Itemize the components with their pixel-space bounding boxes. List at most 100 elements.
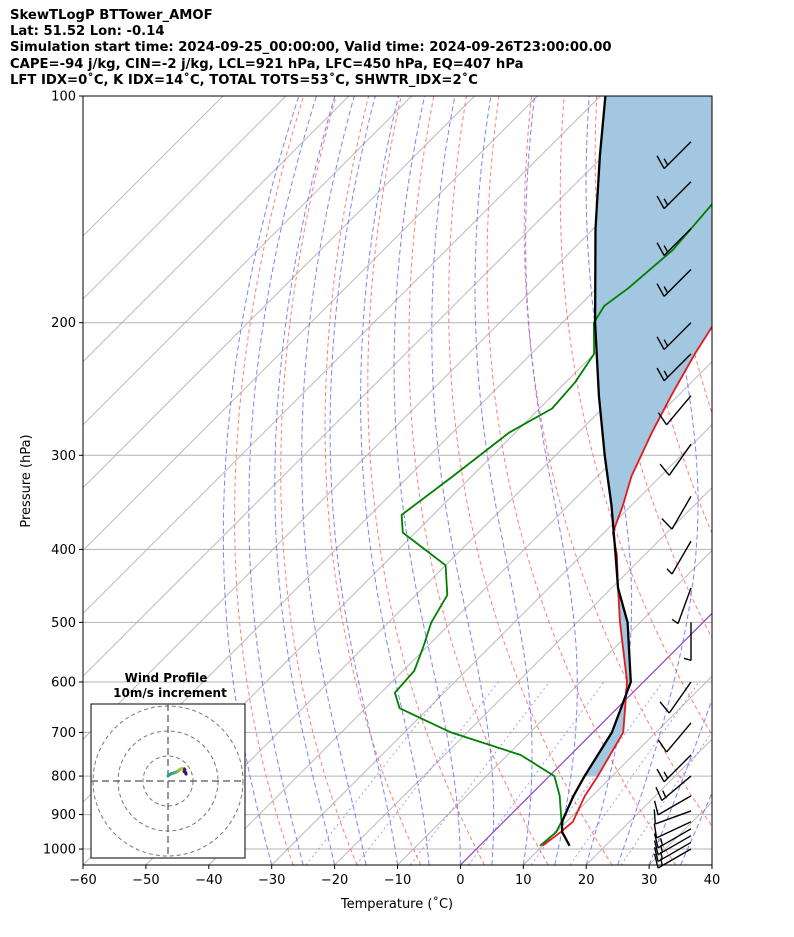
station-location: Lat: 51.52 Lon: -0.14: [10, 24, 165, 40]
dry-adiabat-line: [727, 96, 794, 865]
moist-adiabat-line: [617, 96, 699, 865]
wind-barb-flag: [653, 809, 656, 824]
isotherm-line: [83, 96, 224, 237]
wind-barb-staff: [677, 587, 692, 624]
isotherm-line: [711, 864, 712, 865]
wind-barb: [653, 795, 692, 816]
wind-barb-half-flag: [666, 568, 673, 575]
wind-barb: [656, 181, 692, 210]
dry-adiabat-line: [486, 96, 677, 865]
wind-barb-half-flag: [671, 618, 679, 625]
wind-barb-half-flag: [663, 245, 669, 253]
mixing-ratio-line: [410, 681, 550, 865]
isotherm-line: [522, 675, 712, 865]
wind-barb-flag: [653, 853, 659, 869]
mixing-ratio-line: [530, 681, 664, 865]
dry-adiabat-line: [628, 96, 712, 535]
dry-adiabat-line: [408, 96, 549, 865]
moist-adiabat-line: [744, 96, 794, 865]
isotherm-line: [145, 298, 712, 865]
wind-barb-half-flag: [663, 370, 669, 378]
x-tick-label: −60: [69, 873, 96, 888]
isotherm-zero-line: [459, 612, 712, 865]
simulation-times: Simulation start time: 2024-09-25_00:00:…: [10, 40, 612, 56]
wind-barb-staff: [657, 835, 692, 856]
wind-barb-staff: [663, 228, 692, 256]
x-tick-label: −20: [321, 873, 348, 888]
x-tick-label: 10: [515, 873, 532, 888]
wind-barb: [656, 322, 692, 351]
wind-barb-staff: [668, 681, 692, 714]
wind-barb-flag: [656, 367, 665, 382]
y-tick-label: 100: [51, 90, 76, 105]
temperature-profile-line: [541, 325, 712, 847]
y-tick-label: 300: [51, 449, 76, 464]
y-tick-label: 800: [51, 770, 76, 785]
isotherm-line: [83, 96, 413, 426]
y-tick-label: 400: [51, 543, 76, 558]
wind-barb: [655, 775, 692, 802]
x-tick-label: −50: [132, 873, 159, 888]
moist-adiabat-line: [648, 698, 712, 865]
isotherm-line: [83, 96, 538, 552]
dry-adiabat-line: [523, 96, 712, 828]
wind-barb-staff: [657, 841, 692, 863]
wind-barb: [656, 141, 692, 170]
isotherm-line: [83, 96, 664, 677]
wind-barb-flag: [657, 739, 668, 753]
wind-barb: [656, 754, 692, 783]
hodograph-plot: [91, 704, 245, 858]
y-tick-label: 1000: [43, 843, 76, 858]
wind-barb-flag: [653, 847, 659, 862]
y-axis-label: Pressure (hPa): [19, 434, 34, 527]
x-tick-label: −30: [258, 873, 285, 888]
wind-barb-flag: [657, 412, 668, 426]
moist-adiabat-line: [680, 791, 712, 865]
moist-adiabat-line: [248, 96, 317, 865]
x-tick-label: −40: [195, 873, 222, 888]
wind-barb-flag: [656, 242, 665, 256]
moist-adiabat-line: [222, 96, 300, 865]
moist-adiabat-line: [329, 96, 398, 865]
wind-barb-flag: [659, 701, 670, 714]
wind-barb: [656, 228, 692, 256]
wind-barb: [656, 269, 692, 297]
moist-adiabat-line: [360, 96, 430, 865]
dry-adiabat-line: [280, 96, 358, 865]
y-tick-label: 600: [51, 675, 76, 690]
wind-barb: [657, 395, 692, 426]
wind-barb-staff: [666, 395, 692, 426]
wind-barb-half-flag: [662, 790, 667, 798]
hodograph-increment: 10m/s increment: [113, 686, 227, 700]
mixing-ratio-line: [620, 731, 712, 865]
y-tick-label: 700: [51, 726, 76, 741]
x-tick-label: 0: [456, 873, 464, 888]
wind-barb-staff: [663, 269, 692, 297]
wind-barb-flag: [653, 833, 659, 848]
wind-barb-flag: [656, 283, 665, 297]
wind-barb-staff: [663, 141, 692, 170]
parcel-profile-line: [560, 96, 632, 847]
wind-barb-flag: [653, 823, 658, 838]
wind-barb-flag: [653, 840, 659, 855]
wind-barb-staff: [663, 754, 692, 783]
wind-barb-staff: [655, 810, 692, 825]
wind-barb-flag: [656, 768, 665, 783]
wind-barb: [656, 353, 692, 382]
wind-barb-staff: [663, 322, 692, 351]
chart-title: SkewTLogP BTTower_AMOF: [10, 8, 213, 23]
wind-barb-half-flag: [663, 339, 669, 347]
isotherm-line: [83, 96, 287, 300]
moist-adiabat-line: [393, 96, 461, 865]
wind-barb-staff: [657, 828, 692, 849]
wind-barb-flag: [656, 195, 665, 210]
mixing-ratio-line: [569, 681, 700, 865]
wind-barb-flag: [655, 786, 663, 801]
dry-adiabat-line: [559, 96, 712, 736]
wind-barb-flag: [653, 800, 659, 816]
isotherm-line: [83, 96, 475, 489]
wind-barb-staff: [666, 722, 692, 753]
wind-barb-half-flag: [663, 771, 669, 779]
y-tick-label: 200: [51, 316, 76, 331]
